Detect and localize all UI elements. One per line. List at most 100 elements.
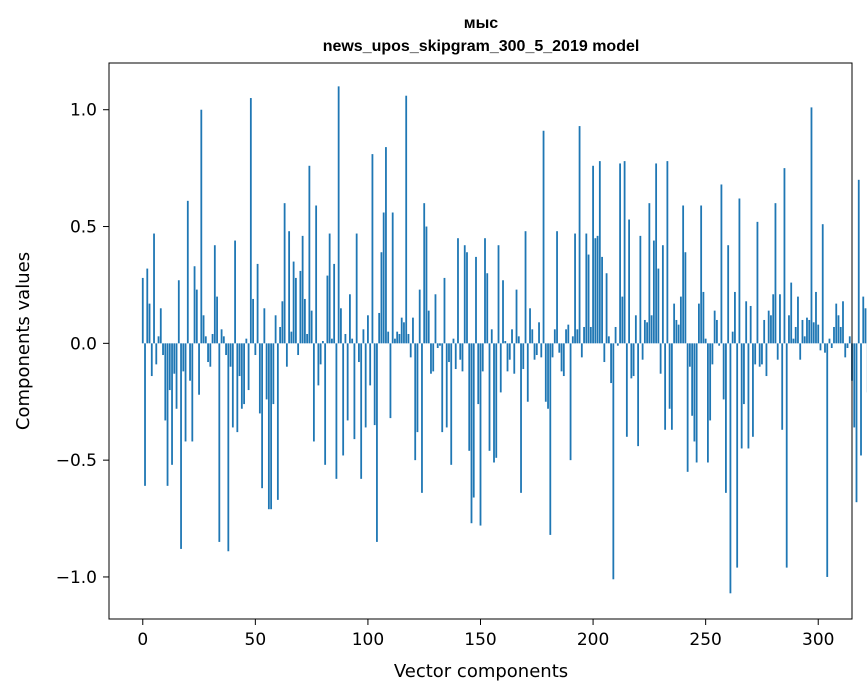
bar-297 xyxy=(810,107,813,344)
bar-23 xyxy=(193,266,196,344)
bar-312 xyxy=(844,343,847,358)
y-tick-label: 0.0 xyxy=(70,334,97,354)
bar-78 xyxy=(317,343,320,386)
bar-271 xyxy=(752,343,754,437)
bar-139 xyxy=(454,343,457,370)
bar-115 xyxy=(400,317,403,344)
bar-138 xyxy=(452,338,455,344)
bar-168 xyxy=(520,343,522,493)
bar-267 xyxy=(743,343,745,405)
bar-308 xyxy=(835,303,838,344)
bar-73 xyxy=(306,333,309,344)
bar-97 xyxy=(360,343,363,479)
bar-82 xyxy=(326,275,329,344)
bar-211 xyxy=(616,343,619,346)
bar-299 xyxy=(815,291,817,344)
bar-188 xyxy=(565,329,567,344)
bar-228 xyxy=(655,163,658,344)
bar-101 xyxy=(369,343,372,386)
bar-137 xyxy=(450,343,453,465)
bar-286 xyxy=(785,343,788,568)
bar-122 xyxy=(416,343,419,433)
bar-155 xyxy=(490,329,493,344)
bar-66 xyxy=(290,331,293,344)
bar-143 xyxy=(463,245,466,344)
bar-127 xyxy=(427,310,430,344)
bar-261 xyxy=(729,343,732,594)
bar-96 xyxy=(358,343,360,363)
bar-288 xyxy=(790,282,793,344)
bar-278 xyxy=(767,310,770,344)
x-tick-label: 200 xyxy=(577,630,609,650)
bar-189 xyxy=(567,324,570,344)
bar-45 xyxy=(243,343,245,405)
bar-17 xyxy=(180,343,182,549)
bar-141 xyxy=(459,343,462,360)
bar-67 xyxy=(292,261,295,344)
bar-184 xyxy=(556,231,558,344)
bar-186 xyxy=(560,343,563,372)
bar-317 xyxy=(855,343,858,503)
bar-130 xyxy=(434,294,437,344)
bar-65 xyxy=(288,231,291,344)
bar-39 xyxy=(229,343,232,367)
bar-203 xyxy=(598,161,601,344)
bar-10 xyxy=(164,343,167,421)
bar-60 xyxy=(276,343,279,500)
bar-85 xyxy=(333,263,336,344)
bar-275 xyxy=(761,343,763,365)
bar-151 xyxy=(481,343,484,372)
bar-52 xyxy=(258,343,261,414)
bar-92 xyxy=(349,294,351,344)
bar-128 xyxy=(430,343,432,374)
bar-182 xyxy=(551,343,554,358)
bar-177 xyxy=(540,343,543,358)
bar-224 xyxy=(646,322,649,344)
bar-260 xyxy=(727,245,730,344)
bar-18 xyxy=(182,343,185,372)
bar-251 xyxy=(707,343,709,463)
bar-294 xyxy=(803,336,806,344)
bar-231 xyxy=(661,245,664,344)
bar-0 xyxy=(141,277,144,344)
bar-262 xyxy=(731,331,734,344)
bar-176 xyxy=(538,322,540,344)
bar-37 xyxy=(225,343,227,356)
bar-129 xyxy=(432,343,435,372)
bar-53 xyxy=(261,343,263,489)
bar-145 xyxy=(468,343,471,451)
bar-237 xyxy=(675,319,678,344)
bar-38 xyxy=(227,343,230,552)
bar-197 xyxy=(585,233,588,344)
bar-192 xyxy=(574,233,576,344)
bar-4 xyxy=(150,343,153,377)
bar-216 xyxy=(628,219,630,344)
bar-194 xyxy=(578,126,581,344)
bar-103 xyxy=(373,343,376,426)
bar-21 xyxy=(189,343,191,381)
bar-58 xyxy=(272,343,275,405)
bar-88 xyxy=(340,308,342,344)
bar-229 xyxy=(657,268,660,344)
bar-16 xyxy=(177,280,180,344)
bar-153 xyxy=(486,273,489,344)
x-tick-label: 150 xyxy=(464,630,496,650)
bar-93 xyxy=(351,338,354,344)
bar-154 xyxy=(488,343,491,451)
bar-238 xyxy=(677,324,680,344)
bar-86 xyxy=(335,343,338,479)
bar-11 xyxy=(166,343,169,486)
bar-304 xyxy=(826,343,829,577)
x-tick-label: 100 xyxy=(352,630,384,650)
bar-279 xyxy=(770,315,772,344)
bar-306 xyxy=(830,343,833,349)
bar-291 xyxy=(797,296,799,344)
bar-318 xyxy=(857,179,860,344)
bar-75 xyxy=(310,310,313,344)
bar-201 xyxy=(594,238,597,344)
bar-62 xyxy=(281,301,284,344)
bar-230 xyxy=(659,343,662,374)
bar-289 xyxy=(792,338,795,344)
bar-191 xyxy=(571,336,574,344)
bar-159 xyxy=(499,343,502,393)
